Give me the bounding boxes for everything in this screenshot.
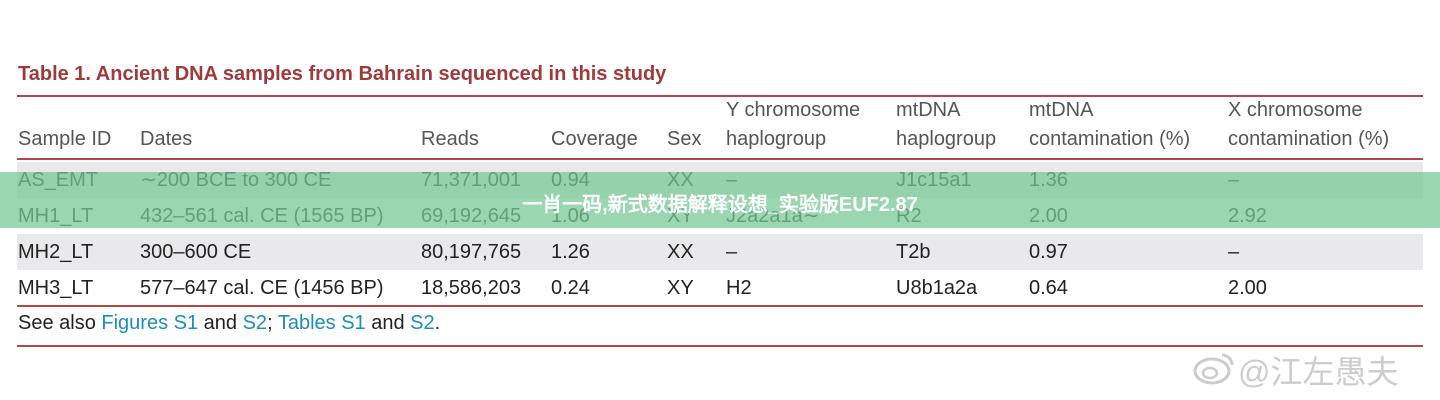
cell: 0.24 — [551, 277, 590, 299]
text: and — [365, 312, 411, 334]
weibo-icon — [1193, 353, 1234, 385]
header-cell: Sample ID — [18, 128, 112, 150]
cell: MH2_LT — [18, 241, 94, 263]
link[interactable]: S2 — [410, 312, 435, 334]
cell: 2.00 — [1228, 277, 1267, 299]
link[interactable]: Tables S1 — [277, 312, 366, 334]
cell: U8b1a2a — [896, 277, 978, 299]
rule — [17, 305, 1423, 307]
banner-text: 一肖一码,新式数据解释设想_实验版EUF2.87 — [522, 194, 918, 216]
rule — [17, 345, 1423, 347]
cell: 0.64 — [1029, 277, 1068, 299]
cell: – — [1228, 241, 1240, 263]
cell: H2 — [726, 277, 752, 299]
cell: MH3_LT — [18, 277, 94, 299]
link[interactable]: S2 — [242, 312, 268, 334]
header-cell: mtDNA — [1029, 99, 1094, 121]
rule — [17, 158, 1423, 160]
header-cell: mtDNA — [896, 99, 961, 121]
cell: T2b — [896, 241, 931, 263]
text: ; — [267, 312, 278, 334]
header-cell: Sex — [667, 128, 702, 150]
text: and — [198, 312, 243, 334]
header-cell: Coverage — [551, 128, 638, 150]
cell: 80,197,765 — [421, 241, 522, 263]
cell: 0.97 — [1029, 241, 1068, 263]
cell: 577–647 cal. CE (1456 BP) — [140, 277, 384, 299]
cell: 300–600 CE — [140, 241, 252, 263]
header-cell: contamination (%) — [1029, 128, 1191, 150]
text: . — [434, 312, 441, 334]
link[interactable]: Figures S1 — [101, 312, 199, 334]
text: See also — [18, 312, 102, 334]
cell: 18,586,203 — [421, 277, 522, 299]
cell: XY — [667, 277, 694, 299]
table-title: Table 1. Ancient DNA samples from Bahrai… — [18, 63, 667, 85]
cell: – — [726, 241, 738, 263]
header-cell: Y chromosome — [726, 99, 861, 121]
watermark: @江左愚夫 — [1238, 354, 1399, 390]
header-cell: contamination (%) — [1228, 128, 1390, 150]
footnote: See also Figures S1 and S2; Tables S1 an… — [18, 312, 440, 335]
header-cell: Dates — [140, 128, 193, 150]
header-cell: haplogroup — [726, 128, 827, 150]
header-cell: X chromosome — [1228, 99, 1363, 121]
cell: XX — [667, 241, 694, 263]
header-cell: haplogroup — [896, 128, 997, 150]
cell: 1.26 — [551, 241, 590, 263]
header-cell: Reads — [421, 128, 479, 150]
row-background — [17, 234, 1423, 270]
rule — [17, 95, 1423, 97]
banner: 一肖一码,新式数据解释设想_实验版EUF2.87 — [0, 172, 1440, 228]
